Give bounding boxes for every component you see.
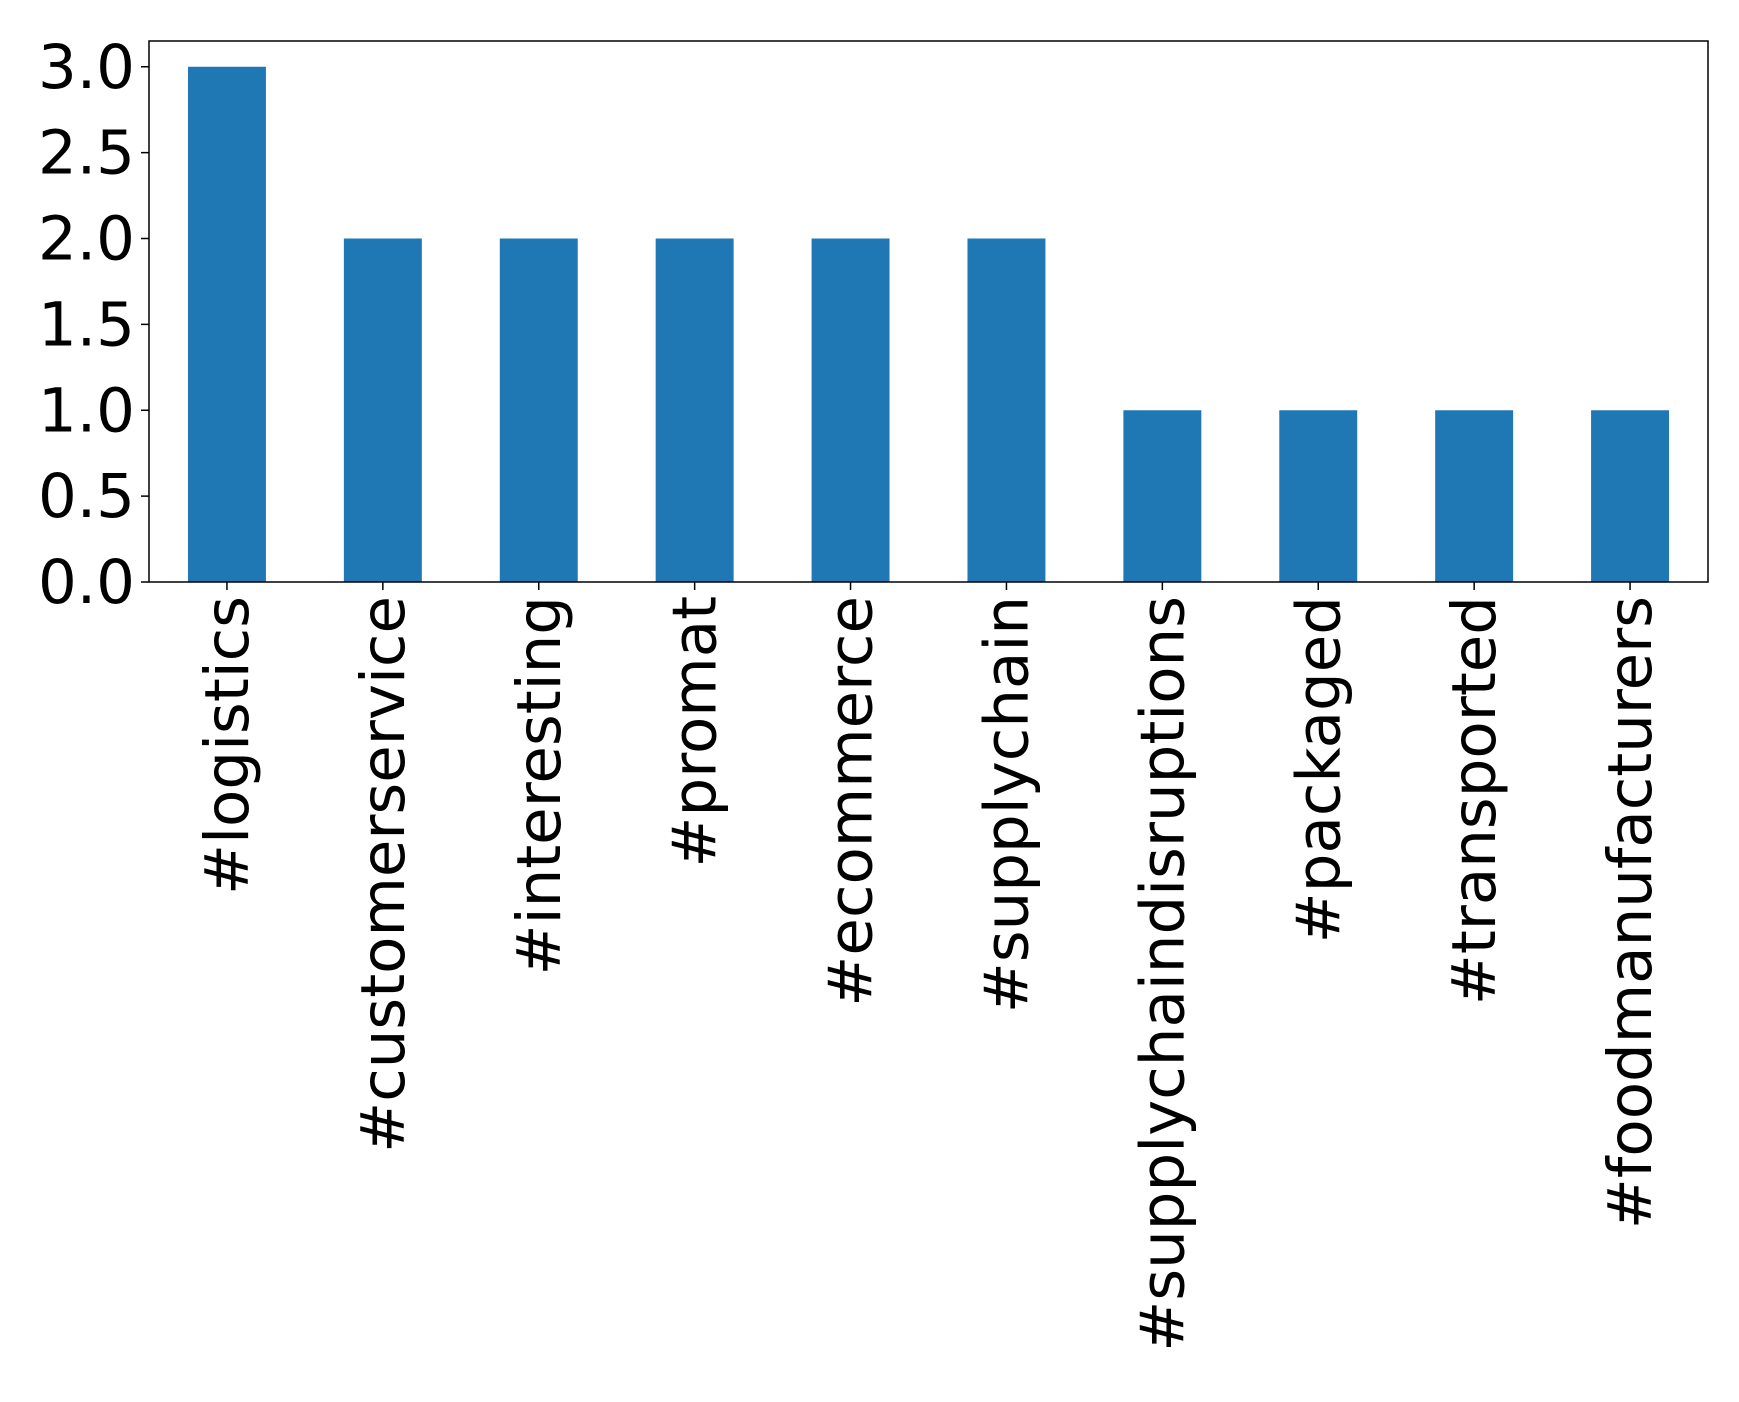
- bar: [1435, 410, 1514, 582]
- x-tick-label: #supplychaindisruptions: [1127, 596, 1198, 1352]
- bar: [811, 238, 890, 582]
- x-tick-label: #promat: [660, 596, 731, 868]
- y-tick-label: 0.5: [38, 461, 135, 532]
- y-tick-label: 3.0: [38, 32, 135, 103]
- bar: [1591, 410, 1670, 582]
- x-tick-label: #interesting: [504, 596, 575, 975]
- x-tick-label: #logistics: [192, 596, 263, 895]
- plot-frame: [148, 40, 1709, 583]
- bar: [187, 66, 266, 582]
- bar: [655, 238, 734, 582]
- bar: [1279, 410, 1358, 582]
- y-tick-label: 2.0: [38, 204, 135, 275]
- x-tick-label: #ecommerce: [816, 596, 887, 1007]
- bar: [499, 238, 578, 582]
- x-tick-label: #foodmanufacturers: [1595, 596, 1666, 1229]
- y-tick-label: 1.5: [38, 289, 135, 360]
- bar: [343, 238, 422, 582]
- bar: [1123, 410, 1202, 582]
- y-tick-label: 1.0: [38, 375, 135, 446]
- y-tick-label: 0.0: [38, 547, 135, 618]
- y-tick-label: 2.5: [38, 118, 135, 189]
- x-tick-label: #packaged: [1283, 596, 1354, 943]
- x-tick-label: #transported: [1439, 596, 1510, 1005]
- bar: [967, 238, 1046, 582]
- x-tick-label: #customerservice: [348, 596, 419, 1153]
- x-tick-label: #supplychain: [971, 596, 1042, 1013]
